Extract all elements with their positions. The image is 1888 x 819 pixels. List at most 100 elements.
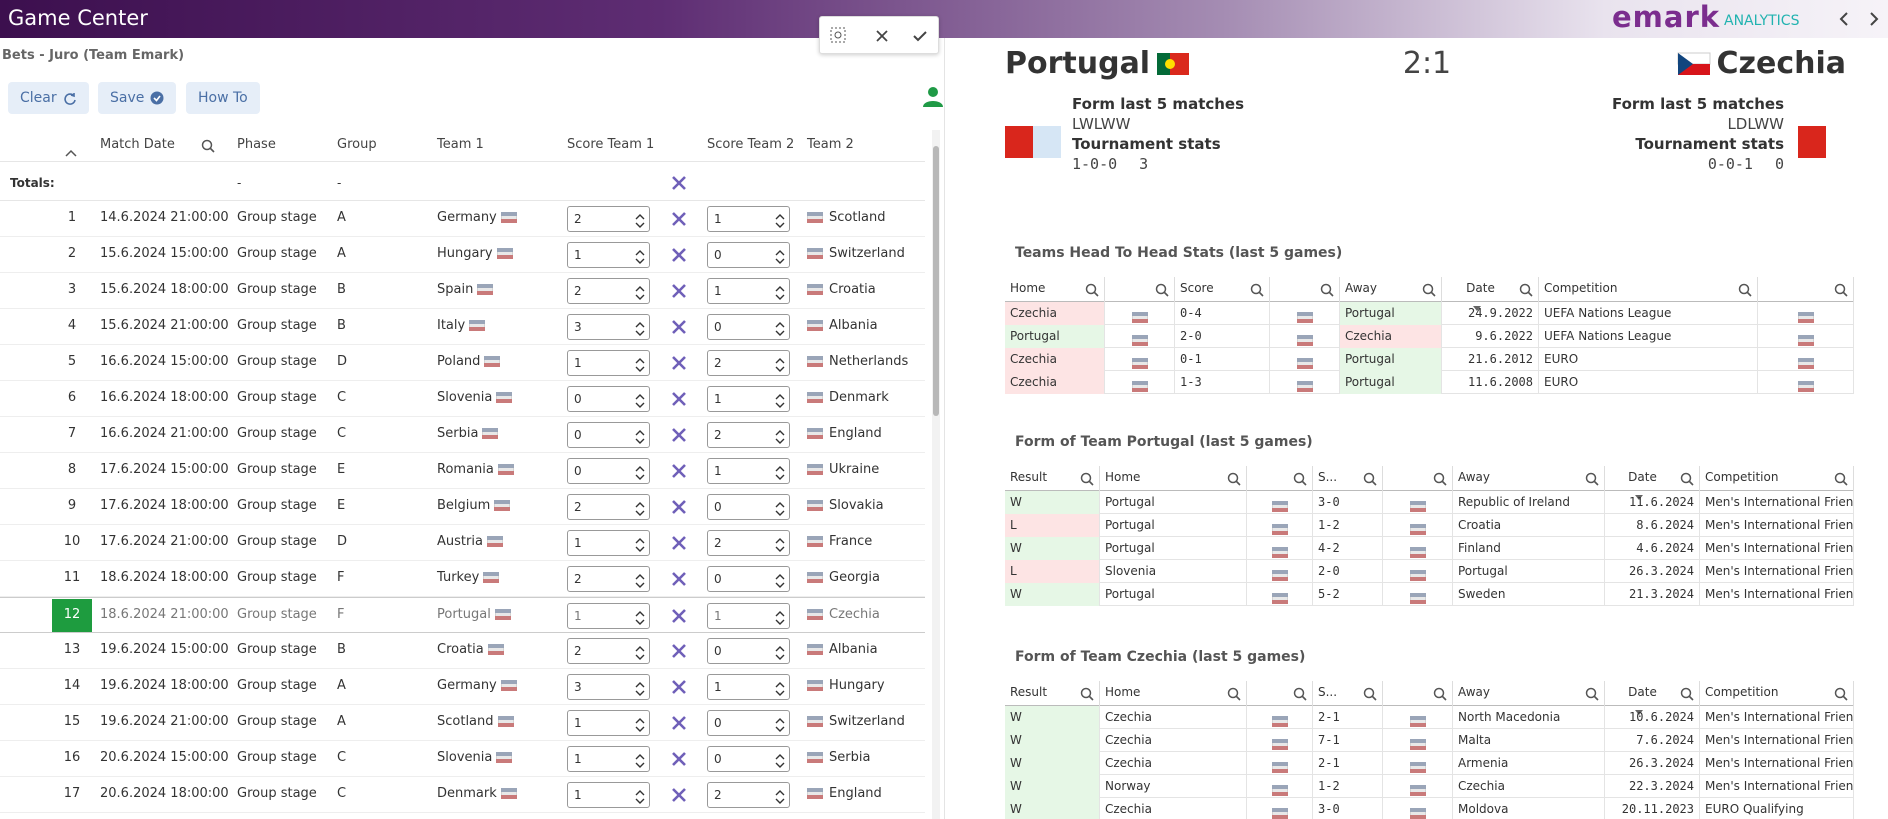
score-input[interactable]: 0 — [707, 242, 790, 268]
nav-prev[interactable] — [1838, 11, 1850, 31]
column-search[interactable] — [1422, 282, 1436, 301]
column-search[interactable] — [1320, 282, 1334, 301]
header-cell[interactable]: Result — [1005, 466, 1100, 491]
clear-bet[interactable] — [671, 787, 687, 807]
user-icon[interactable] — [922, 86, 944, 112]
sort-indicator[interactable] — [65, 142, 77, 161]
clear-bet[interactable] — [671, 751, 687, 771]
column-search[interactable] — [1680, 471, 1694, 490]
bet-row[interactable]: 15 19.6.2024 21:00:00 Group stage A Scotland… — [0, 705, 925, 741]
score-input[interactable]: 0 — [707, 314, 790, 340]
toolbar-button[interactable]: Clear — [8, 82, 89, 114]
clear-bet[interactable] — [671, 319, 687, 339]
score-input[interactable]: 1 — [707, 386, 790, 412]
column-search[interactable] — [1680, 686, 1694, 705]
score-input[interactable]: 0 — [567, 458, 650, 484]
bet-row[interactable]: 1 14.6.2024 21:00:00 Group stage A Germany 2 1… — [0, 201, 925, 237]
score-input[interactable]: 1 — [707, 674, 790, 700]
bet-row[interactable]: 9 17.6.2024 18:00:00 Group stage E Belgium 2 0… — [0, 489, 925, 525]
header-cell[interactable]: Date — [1442, 277, 1539, 311]
header-cell[interactable]: S... — [1313, 681, 1383, 706]
header-cell[interactable]: Score — [1175, 277, 1270, 302]
header-cell[interactable]: Away — [1453, 466, 1605, 491]
column-search[interactable] — [1433, 471, 1447, 490]
header-cell[interactable]: Date — [1605, 466, 1700, 500]
column-search[interactable] — [1227, 471, 1241, 490]
score-input[interactable]: 0 — [707, 710, 790, 736]
clear-bet[interactable] — [671, 715, 687, 735]
bet-row[interactable]: 3 15.6.2024 18:00:00 Group stage B Spain 2 1 Cr… — [0, 273, 925, 309]
score-input[interactable]: 1 — [707, 603, 790, 629]
score-input[interactable]: 0 — [707, 494, 790, 520]
column-search[interactable] — [1080, 686, 1094, 705]
column-search[interactable] — [1085, 282, 1099, 301]
clear-bet[interactable] — [671, 427, 687, 447]
column-search[interactable] — [1227, 686, 1241, 705]
header-cell[interactable] — [1247, 466, 1313, 491]
score-input[interactable]: 1 — [567, 530, 650, 556]
header-cell[interactable]: Competition — [1700, 681, 1854, 706]
clear-bet[interactable] — [671, 463, 687, 483]
score-input[interactable]: 0 — [707, 638, 790, 664]
header-cell[interactable] — [1758, 277, 1854, 302]
column-header[interactable]: Score Team 1 — [567, 137, 655, 152]
clear-bet[interactable] — [671, 211, 687, 231]
clear-bet[interactable] — [671, 535, 687, 555]
clear-bet[interactable] — [671, 283, 687, 303]
header-cell[interactable]: Home — [1100, 466, 1247, 491]
bet-row[interactable]: 6 16.6.2024 18:00:00 Group stage C Slovenia 0… — [0, 381, 925, 417]
column-search[interactable] — [1834, 471, 1848, 490]
score-input[interactable]: 1 — [707, 458, 790, 484]
clear-bet[interactable] — [671, 608, 687, 628]
bet-row[interactable]: 16 20.6.2024 15:00:00 Group stage C Slovenia… — [0, 741, 925, 777]
header-cell[interactable]: Competition — [1700, 466, 1854, 491]
bet-row[interactable]: 5 16.6.2024 15:00:00 Group stage D Poland 1 2 N… — [0, 345, 925, 381]
score-input[interactable]: 0 — [567, 422, 650, 448]
clear-bet[interactable] — [671, 643, 687, 663]
bet-row[interactable]: 8 17.6.2024 15:00:00 Group stage E Romania 0 1… — [0, 453, 925, 489]
score-input[interactable]: 0 — [707, 566, 790, 592]
column-search[interactable] — [1834, 686, 1848, 705]
column-search[interactable] — [1080, 471, 1094, 490]
clear-bet[interactable] — [671, 499, 687, 519]
column-header[interactable]: Team 1 — [437, 137, 484, 152]
score-input[interactable]: 2 — [707, 422, 790, 448]
bet-row[interactable]: 11 18.6.2024 18:00:00 Group stage F Turkey 2 0… — [0, 561, 925, 597]
score-input[interactable]: 1 — [707, 278, 790, 304]
clear-bet[interactable] — [671, 175, 687, 195]
score-input[interactable]: 1 — [567, 746, 650, 772]
column-search[interactable] — [1363, 686, 1377, 705]
header-cell[interactable]: Home — [1005, 277, 1105, 302]
clear-bet[interactable] — [671, 571, 687, 591]
bet-row[interactable]: 7 16.6.2024 21:00:00 Group stage C Serbia 0 2 E… — [0, 417, 925, 453]
score-input[interactable]: 2 — [707, 530, 790, 556]
score-input[interactable]: 2 — [567, 206, 650, 232]
score-input[interactable]: 0 — [567, 386, 650, 412]
score-input[interactable]: 2 — [567, 494, 650, 520]
score-input[interactable]: 2 — [567, 278, 650, 304]
column-search[interactable] — [1519, 282, 1533, 301]
score-input[interactable]: 3 — [567, 674, 650, 700]
header-cell[interactable]: Date — [1605, 681, 1700, 715]
bet-row[interactable]: 14 19.6.2024 18:00:00 Group stage A Germany 3… — [0, 669, 925, 705]
score-input[interactable]: 2 — [567, 638, 650, 664]
nav-next[interactable] — [1868, 11, 1880, 31]
header-cell[interactable]: Away — [1340, 277, 1442, 302]
score-input[interactable]: 1 — [567, 603, 650, 629]
header-cell[interactable] — [1270, 277, 1340, 302]
column-search[interactable] — [1738, 282, 1752, 301]
cancel-selection[interactable] — [875, 28, 889, 47]
bet-row[interactable]: 4 15.6.2024 21:00:00 Group stage B Italy 3 0 Al… — [0, 309, 925, 345]
header-cell[interactable]: Result — [1005, 681, 1100, 706]
bet-row[interactable]: 2 15.6.2024 15:00:00 Group stage A Hungary 1 0… — [0, 237, 925, 273]
column-search[interactable] — [1585, 686, 1599, 705]
toolbar-button[interactable]: Save — [98, 82, 177, 114]
header-cell[interactable]: S... — [1313, 466, 1383, 491]
header-cell[interactable] — [1383, 466, 1453, 491]
column-search[interactable] — [1155, 282, 1169, 301]
column-search[interactable] — [1433, 686, 1447, 705]
column-header[interactable]: Phase — [237, 137, 276, 152]
score-input[interactable]: 1 — [567, 350, 650, 376]
clear-bet[interactable] — [671, 247, 687, 267]
bet-row[interactable]: 17 20.6.2024 18:00:00 Group stage C Denmark 1… — [0, 777, 925, 813]
